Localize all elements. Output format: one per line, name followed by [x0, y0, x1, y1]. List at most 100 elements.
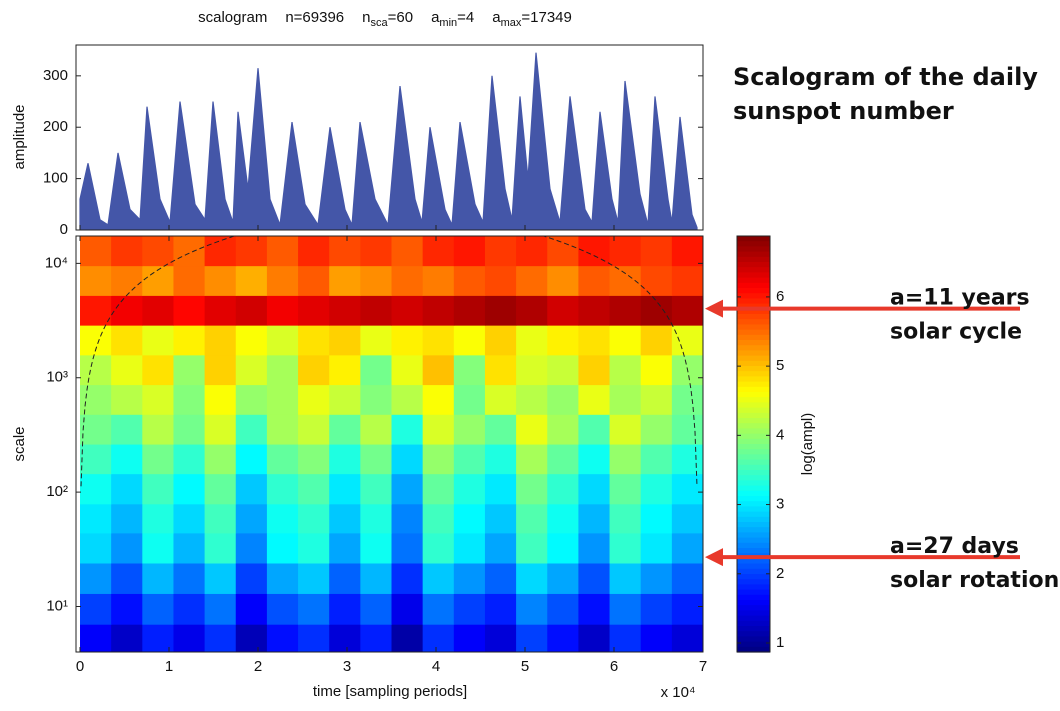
title-sub: max	[501, 17, 522, 29]
heat-cell	[235, 563, 268, 594]
colorbar-frame	[736, 235, 771, 653]
heat-cell	[204, 444, 237, 475]
heat-cell	[453, 236, 486, 267]
colorbar-step	[737, 350, 770, 357]
heat-cell	[516, 473, 548, 505]
heat-cell	[516, 325, 548, 356]
heat-cell	[484, 444, 517, 475]
heat-cell	[142, 444, 174, 475]
heat-cell	[329, 325, 361, 356]
heat-cell	[578, 593, 611, 625]
heat-cell	[298, 414, 330, 445]
heat-cell	[360, 295, 393, 326]
heat-cell	[578, 503, 611, 534]
heat-cell	[360, 563, 393, 594]
heat-cell	[453, 325, 486, 356]
heat-cell	[298, 503, 330, 534]
heat-cell	[204, 473, 237, 505]
heat-cell	[329, 624, 361, 652]
colorbar-step	[737, 600, 770, 606]
heat-cell	[516, 503, 548, 534]
heat-cell	[204, 236, 237, 267]
heat-cell	[111, 624, 143, 652]
colorbar-step	[737, 568, 770, 575]
heat-cell	[235, 444, 268, 475]
heat-cell	[360, 354, 393, 386]
heat-cell	[111, 236, 143, 267]
heat-cell	[391, 354, 424, 386]
plot-frame	[75, 44, 704, 231]
colorbar-tick-label: 2	[776, 565, 784, 582]
heat-cell	[391, 265, 424, 296]
heat-cell	[80, 593, 112, 625]
heat-cell	[266, 265, 299, 296]
heat-cell	[391, 593, 424, 625]
heat-cell	[484, 354, 517, 386]
colorbar-step	[737, 236, 770, 242]
colorbar-step	[737, 480, 770, 487]
colorbar-step	[737, 589, 770, 596]
colorbar-step	[737, 319, 770, 325]
heat-cell	[80, 295, 112, 326]
heat-cell	[640, 414, 673, 445]
heat-cell	[578, 532, 611, 564]
heat-cell	[329, 532, 361, 564]
colorbar-step	[737, 402, 770, 409]
heat-cell	[266, 444, 299, 475]
chart-title: scalogram n=69396 nsca=60 amin=4 amax=17349	[198, 9, 572, 29]
heat-cell	[609, 354, 642, 386]
colorbar-step	[737, 288, 770, 294]
x-multiplier: x 10⁴	[661, 684, 696, 701]
heat-cell	[422, 325, 455, 356]
heat-cell	[578, 295, 611, 326]
colorbar-tick-label: 5	[776, 357, 784, 374]
heat-cell	[484, 384, 517, 415]
colorbar-tick-label: 6	[776, 288, 784, 305]
heat-cell	[204, 384, 237, 415]
colorbar-step	[737, 558, 770, 565]
heat-cell	[422, 624, 455, 652]
colorbar-step	[737, 267, 770, 273]
heat-cell	[516, 444, 548, 475]
heat-cell	[266, 354, 299, 386]
heat-cell	[266, 563, 299, 594]
heat-cell	[204, 563, 237, 594]
heat-cell	[422, 503, 455, 534]
heat-cell	[671, 593, 703, 625]
heat-cell	[609, 325, 642, 356]
annotation-text: a=27 days	[890, 534, 1019, 559]
colorbar-step	[737, 615, 770, 622]
heat-cell	[142, 265, 174, 296]
heat-cell	[578, 414, 611, 445]
heat-cell	[484, 563, 517, 594]
colorbar-step	[737, 366, 770, 372]
colorbar-step	[737, 303, 770, 310]
heat-cell	[111, 265, 143, 296]
colorbar-step	[737, 418, 770, 424]
x-tick-label: 0	[76, 658, 84, 675]
heat-cell	[453, 295, 486, 326]
cone-of-influence	[80, 236, 698, 487]
heat-cell	[142, 325, 174, 356]
heat-cell	[80, 444, 112, 475]
x-tick-label: 5	[521, 658, 529, 675]
heat-cell	[266, 593, 299, 625]
heat-cell	[329, 503, 361, 534]
heat-cell	[329, 295, 361, 326]
colorbar-step	[737, 262, 770, 268]
title-part: a	[431, 9, 440, 26]
heat-cell	[111, 295, 143, 326]
heat-cell	[204, 295, 237, 326]
heat-cell	[609, 444, 642, 475]
colorbar-step	[737, 527, 770, 533]
heat-cell	[360, 503, 393, 534]
heat-cell	[547, 236, 579, 267]
heat-cell	[360, 265, 393, 296]
heat-cell	[547, 473, 579, 505]
heat-cell	[484, 593, 517, 625]
heat-cell	[142, 532, 174, 564]
colorbar-step	[737, 496, 770, 502]
heat-cell	[640, 473, 673, 505]
x-tick-label: 6	[610, 658, 618, 675]
heat-cell	[671, 624, 703, 652]
